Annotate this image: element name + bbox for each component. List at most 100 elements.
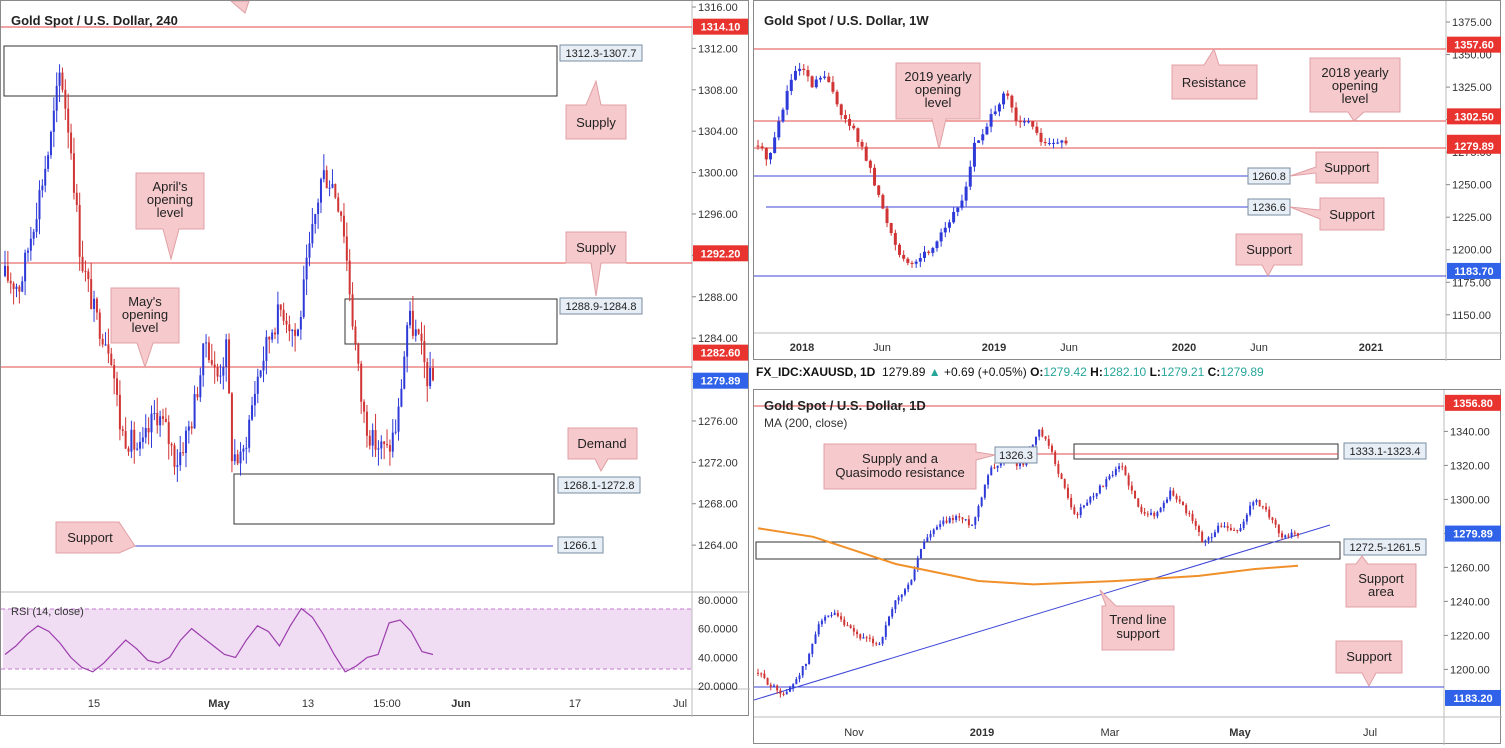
callout-supply-mid[interactable]: Supply	[565, 231, 627, 297]
candle-body	[865, 637, 868, 639]
candle-body	[804, 663, 807, 667]
support-area-zone[interactable]	[755, 541, 1341, 560]
candle-body	[317, 202, 320, 215]
candle-body	[769, 684, 772, 687]
candle-body	[885, 208, 889, 224]
candle-body	[760, 673, 763, 675]
callout-support-daily[interactable]: Support	[1335, 640, 1403, 688]
candle-body	[881, 194, 885, 209]
callout-support-1236[interactable]: Support	[1289, 197, 1385, 231]
callout-support-area[interactable]: Support area	[1345, 555, 1417, 608]
candle-body	[1165, 499, 1168, 503]
candle-body	[314, 214, 317, 225]
chart-panel-4h[interactable]: Gold Spot / U.S. Dollar, 240 RSI (14, cl…	[0, 0, 750, 717]
callout-april-opening[interactable]: April's opening level	[135, 172, 205, 261]
candle-body	[406, 325, 409, 357]
trend-line-support[interactable]	[754, 524, 1331, 701]
chart-panel-daily[interactable]: Gold Spot / U.S. Dollar, 1D MA (200, clo…	[753, 389, 1502, 745]
callout-text: Support	[1346, 649, 1392, 664]
candle-body	[996, 465, 999, 468]
candle-body	[21, 281, 24, 292]
price-tag-label: 1279.89	[1453, 529, 1493, 541]
candle-body	[245, 447, 248, 449]
candle-body	[153, 413, 156, 415]
candle-body	[814, 79, 818, 88]
candle-body	[357, 343, 360, 364]
time-tick-label: Jul	[673, 698, 687, 710]
price-axis-4h[interactable]: 1316.00 1312.00 1308.00 1304.00 1300.00 1296.…	[692, 2, 738, 552]
candle-body	[856, 128, 860, 142]
candle-body	[766, 677, 769, 685]
candle-body	[420, 333, 423, 342]
candle-body	[193, 394, 196, 429]
time-axis-weekly[interactable]: 2018 Jun 2019 Jun 2020 Jun 2021	[790, 342, 1383, 354]
callout-trend-line[interactable]: Trend line support	[1099, 589, 1175, 651]
candle-body	[299, 317, 302, 330]
price-tag-label: 1302.50	[1454, 111, 1494, 123]
chart-daily-svg[interactable]: Gold Spot / U.S. Dollar, 1D MA (200, clo…	[754, 390, 1502, 745]
candle-body	[1143, 512, 1146, 514]
callout-text: opening	[1332, 78, 1378, 93]
candle-body	[884, 625, 887, 637]
callout-demand[interactable]: Demand	[567, 427, 638, 473]
time-axis-daily[interactable]: Nov 2019 Mar May Jul	[844, 727, 1377, 739]
callout-2018-opening[interactable]: 2018 yearly opening level	[1309, 57, 1401, 122]
low-label: L:	[1149, 365, 1161, 379]
callout-support-4h[interactable]: Support	[55, 521, 136, 554]
supply-zone-mid[interactable]	[344, 298, 558, 345]
callout-supply-quasimodo[interactable]: Supply and a Quasimodo resistance	[823, 443, 996, 490]
candle-body	[1162, 502, 1165, 509]
callout-support-1260[interactable]: Support	[1289, 151, 1379, 184]
callout-resistance[interactable]: Resistance	[1171, 47, 1258, 100]
candle-body	[144, 428, 147, 438]
candle-body	[808, 653, 811, 664]
callout-2019-opening[interactable]: 2019 yearly opening level	[895, 62, 981, 150]
time-tick-label: 15	[88, 698, 100, 710]
candle-body	[913, 569, 916, 581]
candle-body	[760, 146, 764, 149]
candle-body	[1210, 537, 1213, 539]
candle-body	[1064, 140, 1068, 144]
candle-body	[110, 353, 113, 365]
candle-body	[980, 497, 983, 507]
candle-body	[907, 584, 910, 590]
candle-body	[184, 430, 187, 453]
candle-body	[409, 310, 412, 326]
candle-body	[230, 393, 233, 462]
supply-zone-daily[interactable]	[1073, 443, 1339, 460]
demand-zone[interactable]	[233, 473, 555, 525]
candle-body	[328, 187, 331, 189]
candle-body	[242, 448, 245, 452]
candle-body	[70, 132, 73, 154]
callout-text: level	[925, 95, 952, 110]
zone-label-box	[1343, 442, 1427, 460]
chart-weekly-svg[interactable]: Gold Spot / U.S. Dollar, 1W 1260.8 1236.…	[754, 1, 1502, 361]
candle-body	[827, 615, 830, 617]
candle-body	[1204, 540, 1207, 542]
candle-body	[939, 524, 942, 527]
candle-body	[271, 332, 274, 340]
candle-body	[1229, 527, 1232, 530]
chart-4h-svg[interactable]: Gold Spot / U.S. Dollar, 240 RSI (14, cl…	[1, 1, 750, 717]
chart-panel-weekly[interactable]: Gold Spot / U.S. Dollar, 1W 1260.8 1236.…	[753, 0, 1502, 361]
supply-zone-top[interactable]	[3, 45, 558, 97]
time-axis-4h[interactable]: 15 May 13 15:00 Jun 17 Jul	[88, 698, 687, 710]
close-label: C:	[1207, 365, 1221, 379]
chart-title-4h: Gold Spot / U.S. Dollar, 240	[11, 13, 178, 28]
callout-supply-top[interactable]: Supply	[230, 1, 627, 140]
time-tick-label: 15:00	[373, 698, 401, 710]
callout-may-opening[interactable]: May's opening level	[110, 287, 180, 369]
candle-body	[345, 236, 348, 261]
rsi-tick-label: 40.0000	[698, 652, 738, 664]
candle-body	[1102, 485, 1105, 487]
candle-body	[792, 684, 795, 688]
price-tag	[693, 344, 748, 361]
candle-body	[1079, 507, 1082, 516]
callout-support-1183[interactable]: Support	[1235, 233, 1303, 278]
candle-body	[777, 121, 781, 138]
candle-body	[881, 636, 884, 644]
level-label-1236: 1236.6	[1252, 202, 1286, 214]
candle-body	[360, 363, 363, 402]
candle-body	[820, 620, 823, 625]
price-axis-daily[interactable]: 1340.001320.001300.001280.001260.001240.…	[1444, 426, 1490, 676]
